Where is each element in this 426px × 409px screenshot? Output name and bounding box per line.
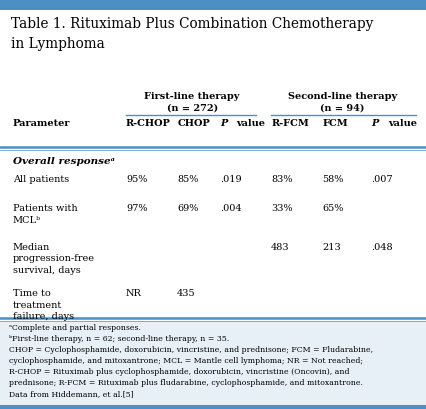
Text: R-FCM: R-FCM [271,119,308,128]
Text: FCM: FCM [322,119,347,128]
Text: 483: 483 [271,242,289,251]
Text: .007: .007 [371,175,392,184]
Text: .019: .019 [219,175,241,184]
Text: 83%: 83% [271,175,292,184]
Text: Median
progression-free
survival, days: Median progression-free survival, days [13,242,95,274]
Text: ᵃComplete and partial responses.: ᵃComplete and partial responses. [9,323,140,331]
Text: CHOP = Cyclophosphamide, doxorubicin, vincristine, and prednisone; FCM = Fludara: CHOP = Cyclophosphamide, doxorubicin, vi… [9,345,372,353]
Bar [0,11,426,90]
Text: Time to
treatment
failure, days: Time to treatment failure, days [13,288,74,320]
Text: value: value [236,119,265,128]
Text: First-line therapy
(n = 272): First-line therapy (n = 272) [144,92,239,112]
Bar [0,321,426,409]
Text: R-CHOP = Rituximab plus cyclophosphamide, doxorubicin, vincristine (Oncovin), an: R-CHOP = Rituximab plus cyclophosphamide… [9,367,348,375]
Text: Parameter: Parameter [13,119,70,128]
Text: 213: 213 [322,242,340,251]
Text: 65%: 65% [322,204,343,213]
Text: 33%: 33% [271,204,292,213]
Text: Data from Hiddemann, et al.[5]: Data from Hiddemann, et al.[5] [9,389,133,398]
Text: CHOP: CHOP [177,119,210,128]
Text: value: value [387,119,416,128]
Text: cyclophosphamide, and mitoxantrone; MCL = Mantle cell lymphoma; NR = Not reached: cyclophosphamide, and mitoxantrone; MCL … [9,356,362,364]
Bar [0,0,426,11]
Text: Table 1. Rituximab Plus Combination Chemotherapy
in Lymphoma: Table 1. Rituximab Plus Combination Chem… [11,17,372,51]
Text: .048: .048 [371,242,392,251]
Text: All patients: All patients [13,175,69,184]
Text: 435: 435 [177,288,196,297]
Text: .004: .004 [219,204,241,213]
Text: R-CHOP: R-CHOP [126,119,170,128]
Text: Overall responseᵃ: Overall responseᵃ [13,157,115,166]
Text: ᵇFirst-line therapy, n = 62; second-line therapy, n = 35.: ᵇFirst-line therapy, n = 62; second-line… [9,334,228,342]
Text: 97%: 97% [126,204,147,213]
Text: 69%: 69% [177,204,198,213]
Text: Second-line therapy
(n = 94): Second-line therapy (n = 94) [288,92,396,112]
Text: prednisone; R-FCM = Rituximab plus fludarabine, cyclophosphamide, and mitoxantro: prednisone; R-FCM = Rituximab plus fluda… [9,378,362,387]
Text: 95%: 95% [126,175,147,184]
Text: NR: NR [126,288,141,297]
Text: 58%: 58% [322,175,343,184]
Text: P: P [371,119,378,128]
Text: 85%: 85% [177,175,198,184]
Text: P: P [219,119,227,128]
Bar [0,405,426,409]
Text: Patients with
MCLᵇ: Patients with MCLᵇ [13,204,77,224]
